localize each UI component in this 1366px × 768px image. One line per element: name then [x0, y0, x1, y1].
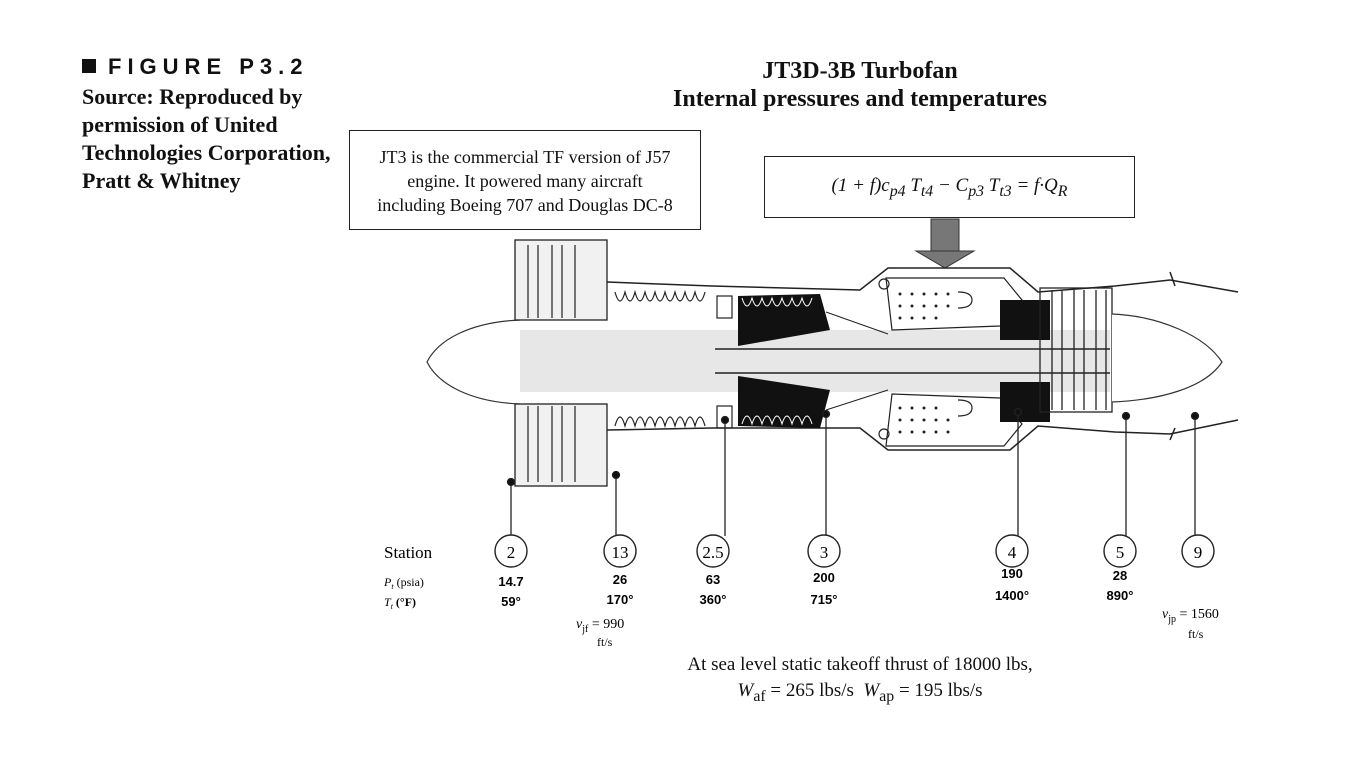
pressure-row-label: Pt (psia): [383, 575, 424, 591]
station-label: Station: [384, 543, 433, 562]
fan-section: [514, 239, 608, 487]
high-pressure-compressor: [738, 294, 889, 428]
station-pressure: 63: [706, 572, 720, 587]
title-line-2: Internal pressures and temperatures: [673, 86, 1047, 112]
info-line-3: including Boeing 707 and Douglas DC-8: [377, 195, 673, 215]
station-pressure: 28: [1113, 568, 1127, 583]
station-temperature: 170°: [607, 592, 634, 607]
energy-equation-box: (1 + f)cp4 Tt4 − Cp3 Tt3 = f·QR: [764, 156, 1135, 218]
core-shaft: [520, 330, 1110, 392]
footer-line-2: Waf = 265 lbs/s Wap = 195 lbs/s: [737, 680, 983, 705]
primary-jet-velocity-unit: ft/s: [1188, 627, 1204, 641]
square-bullet-icon: [82, 59, 96, 73]
station-temperature: 1400°: [995, 588, 1029, 603]
station-pressure: 26: [613, 572, 627, 587]
station-temperature: 59°: [501, 594, 521, 609]
info-line-2: engine. It powered many aircraft: [407, 171, 643, 191]
figure-label-text: FIGURE P3.2: [108, 54, 309, 79]
footer-line-1: At sea level static takeoff thrust of 18…: [687, 654, 1033, 675]
nose-cone: [426, 319, 521, 405]
station-number: 5: [1116, 543, 1125, 562]
fan-jet-velocity: vjf = 990: [576, 617, 624, 635]
station-number: 4: [1008, 543, 1017, 562]
primary-jet-velocity: vjp = 1560: [1162, 607, 1219, 625]
info-box: JT3 is the commercial TF version of J57 …: [349, 130, 701, 230]
station-pressure: 190: [1001, 566, 1023, 581]
fan-jet-velocity-unit: ft/s: [597, 635, 613, 649]
station-circle: [1103, 534, 1137, 568]
station-circle: [603, 534, 637, 568]
turbine: [1039, 287, 1113, 413]
tail-cone: [1111, 313, 1223, 403]
station-circle: [494, 534, 528, 568]
station-number: 3: [820, 543, 829, 562]
station-temperature: 360°: [700, 592, 727, 607]
source-caption: Source: Reproduced by permission of Unit…: [82, 84, 331, 193]
station-markers: 2 14.7 59° 13 26 170° 2.5 63 360° 3 200 715° 4 190 140…: [494, 534, 1215, 609]
heat-input-arrow: [914, 218, 976, 269]
station-pressure: 200: [813, 570, 835, 585]
info-line-1: JT3 is the commercial TF version of J57: [379, 147, 671, 167]
station-number: 2: [507, 543, 516, 562]
energy-equation: (1 + f)cp4 Tt4 − Cp3 Tt3 = f·QR: [831, 175, 1068, 200]
diagram-title: JT3D-3B Turbofan Internal pressures and …: [600, 57, 1120, 113]
figure-label: FIGURE P3.2: [82, 54, 308, 80]
station-circle: [807, 534, 841, 568]
temperature-row-label: Tt (°F): [384, 595, 416, 611]
station-temperature: 715°: [811, 592, 838, 607]
footer-note: At sea level static takeoff thrust of 18…: [560, 652, 1160, 710]
title-line-1: JT3D-3B Turbofan: [762, 58, 958, 84]
station-circle: [995, 534, 1029, 568]
station-circle: [696, 534, 730, 568]
station-pressure: 14.7: [498, 574, 523, 589]
station-temperature: 890°: [1107, 588, 1134, 603]
station-number: 9: [1194, 543, 1203, 562]
station-number: 2.5: [702, 543, 723, 562]
station-circle: [1181, 534, 1215, 568]
station-number: 13: [612, 543, 629, 562]
station-leaders: [506, 407, 1200, 536]
engine-casing: [606, 267, 1239, 451]
